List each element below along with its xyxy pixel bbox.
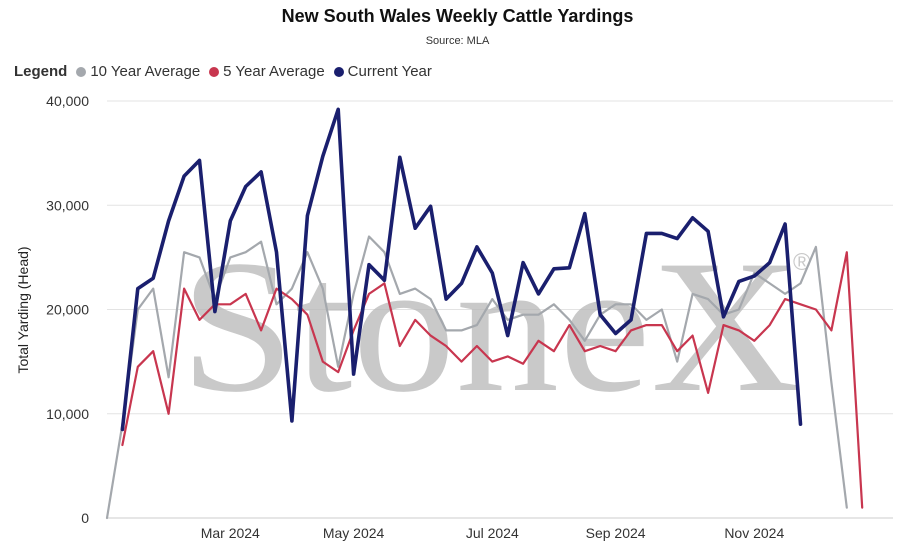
series-line-5-year-average[interactable]: [121, 251, 864, 509]
watermark: StoneX ®: [180, 222, 811, 432]
y-tick-label: 20,000: [46, 302, 89, 318]
x-tick-label: Mar 2024: [201, 525, 260, 541]
x-tick-label: Nov 2024: [724, 525, 784, 541]
legend-dot-10-year-average: [76, 66, 87, 77]
x-tick-label: May 2024: [323, 525, 385, 541]
x-tick-label: Jul 2024: [466, 525, 519, 541]
legend: Legend 10 Year Average 5 Year Average Cu…: [14, 63, 441, 80]
y-tick-label: 10,000: [46, 406, 89, 422]
y-tick-label: 0: [81, 510, 89, 526]
x-axis: Mar 2024 May 2024 Jul 2024 Sep 2024 Nov 2024: [201, 525, 785, 541]
y-axis-title: Total Yarding (Head): [15, 246, 31, 373]
chart-title: New South Wales Weekly Cattle Yardings: [281, 6, 634, 26]
x-tick-label: Sep 2024: [586, 525, 646, 541]
y-axis: 0 10,000 20,000 30,000 40,000: [46, 93, 89, 526]
chart-subtitle: Source: MLA: [425, 35, 490, 47]
legend-label-5-year-average: 5 Year Average: [223, 63, 325, 80]
legend-item-10-year-average[interactable]: 10 Year Average: [76, 63, 200, 80]
legend-label-current-year: Current Year: [347, 63, 432, 80]
series-lines: [105, 107, 864, 520]
legend-label-10-year-average: 10 Year Average: [90, 63, 201, 80]
series-line-current-year[interactable]: [120, 107, 803, 432]
legend-item-5-year-average[interactable]: 5 Year Average: [209, 63, 325, 80]
y-tick-label: 40,000: [46, 93, 89, 109]
legend-dot-5-year-average: [209, 66, 220, 77]
y-tick-label: 30,000: [46, 197, 89, 213]
legend-item-current-year[interactable]: Current Year: [333, 63, 432, 80]
legend-dot-current-year: [333, 66, 344, 77]
watermark-text: StoneX: [180, 222, 800, 432]
legend-title: Legend: [14, 63, 68, 80]
